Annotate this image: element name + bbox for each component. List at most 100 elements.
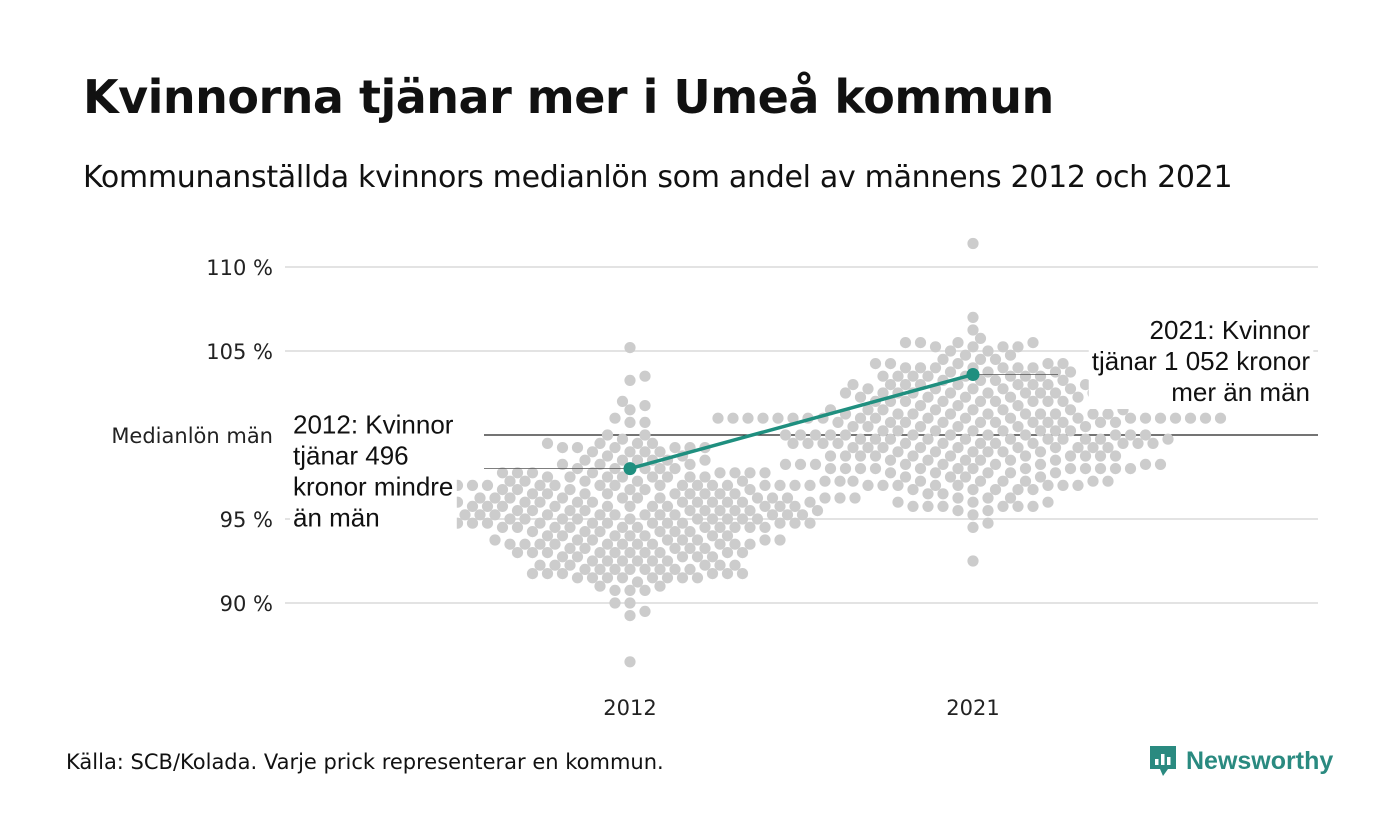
municipality-dot bbox=[922, 391, 934, 403]
municipality-dot bbox=[601, 429, 614, 441]
municipality-dot bbox=[929, 467, 942, 479]
municipality-dot bbox=[609, 597, 621, 609]
municipality-dot bbox=[1072, 412, 1084, 424]
municipality-dot bbox=[789, 500, 801, 512]
municipality-dot bbox=[601, 500, 614, 512]
municipality-dot bbox=[556, 551, 569, 563]
municipality-dot bbox=[787, 412, 799, 424]
municipality-dot bbox=[944, 408, 957, 420]
municipality-dot bbox=[892, 496, 904, 508]
municipality-dot bbox=[1057, 374, 1069, 386]
municipality-dot bbox=[721, 568, 734, 580]
municipality-dot bbox=[922, 454, 934, 466]
municipality-dot bbox=[601, 517, 614, 529]
municipality-dot bbox=[899, 437, 912, 449]
municipality-dot bbox=[661, 555, 674, 567]
municipality-dot bbox=[907, 429, 919, 441]
municipality-dot bbox=[759, 479, 771, 491]
municipality-dot bbox=[526, 568, 539, 580]
municipality-dot bbox=[862, 404, 874, 416]
municipality-dot bbox=[922, 488, 934, 500]
municipality-dot bbox=[579, 488, 591, 500]
municipality-dot bbox=[736, 568, 749, 580]
municipality-dot bbox=[564, 559, 576, 571]
municipality-dot bbox=[1079, 450, 1092, 462]
municipality-dot bbox=[744, 484, 756, 496]
municipality-dot bbox=[519, 513, 531, 525]
annotation-line: än män bbox=[293, 503, 380, 533]
municipality-dot bbox=[997, 362, 1009, 374]
municipality-dot bbox=[601, 555, 614, 567]
municipality-dot bbox=[967, 463, 979, 475]
municipality-dot bbox=[1034, 408, 1047, 420]
municipality-dot bbox=[541, 509, 554, 521]
municipality-dot bbox=[594, 479, 606, 491]
municipality-dot bbox=[854, 433, 867, 445]
municipality-dot bbox=[579, 505, 591, 517]
annotation-line: 2012: Kvinnor bbox=[293, 410, 454, 440]
municipality-dot bbox=[794, 429, 807, 441]
municipality-dot bbox=[839, 450, 852, 462]
municipality-dot bbox=[1124, 429, 1137, 441]
municipality-dot bbox=[564, 521, 576, 534]
municipality-dot bbox=[646, 538, 659, 550]
municipality-dot bbox=[1034, 458, 1047, 470]
municipality-dot bbox=[854, 391, 867, 403]
municipality-dot bbox=[1214, 412, 1227, 424]
municipality-dot bbox=[729, 488, 741, 500]
municipality-dot bbox=[997, 446, 1009, 458]
municipality-dot bbox=[624, 374, 636, 386]
municipality-dot bbox=[1012, 400, 1024, 412]
annotation-line: kronor mindre bbox=[293, 472, 453, 502]
municipality-dot bbox=[639, 429, 651, 441]
municipality-dot bbox=[907, 450, 919, 462]
municipality-dot bbox=[759, 467, 771, 479]
municipality-dot bbox=[714, 467, 726, 479]
source-note: Källa: SCB/Kolada. Varje prick represent… bbox=[66, 750, 664, 774]
municipality-dot bbox=[676, 551, 689, 563]
municipality-dot bbox=[974, 475, 987, 487]
municipality-dot bbox=[974, 353, 987, 365]
municipality-dot bbox=[982, 345, 994, 357]
municipality-dot bbox=[929, 446, 942, 458]
municipality-dot bbox=[624, 513, 636, 525]
municipality-dot bbox=[1049, 442, 1062, 454]
municipality-dot bbox=[534, 517, 546, 529]
municipality-dot bbox=[661, 517, 674, 529]
annotations: 2012: Kvinnor tjänar 496 kronor mindre än m… bbox=[290, 313, 1314, 535]
municipality-dot bbox=[601, 471, 614, 483]
municipality-dot bbox=[699, 559, 711, 571]
municipality-dot bbox=[997, 500, 1009, 512]
highlight-point bbox=[623, 462, 637, 476]
municipality-dot bbox=[496, 467, 509, 479]
municipality-dot bbox=[646, 500, 659, 512]
municipality-dot bbox=[639, 605, 651, 618]
municipality-dot bbox=[1049, 467, 1062, 479]
municipality-dot bbox=[1094, 450, 1107, 462]
municipality-dot bbox=[549, 559, 561, 571]
municipality-dot bbox=[714, 521, 726, 534]
municipality-dot bbox=[639, 370, 651, 382]
municipality-dot bbox=[1064, 366, 1077, 378]
municipality-dot bbox=[571, 534, 584, 546]
municipality-dot bbox=[959, 454, 972, 466]
municipality-dot bbox=[684, 458, 696, 470]
municipality-dot bbox=[586, 555, 599, 567]
municipality-dot bbox=[661, 500, 674, 512]
municipality-dot bbox=[684, 563, 696, 576]
municipality-dot bbox=[646, 517, 659, 529]
municipality-dot bbox=[556, 492, 569, 504]
municipality-dot bbox=[616, 433, 629, 445]
x-tick-label: 2012 bbox=[603, 696, 656, 720]
municipality-dot bbox=[676, 572, 689, 584]
highlight-line bbox=[629, 372, 974, 471]
municipality-dot bbox=[571, 572, 584, 584]
municipality-dot bbox=[684, 505, 696, 517]
municipality-dot bbox=[669, 563, 681, 576]
municipality-dot bbox=[899, 379, 912, 391]
municipality-dot bbox=[714, 505, 726, 517]
municipality-dot bbox=[504, 513, 516, 525]
municipality-dot bbox=[1004, 492, 1017, 504]
municipality-dot bbox=[937, 353, 949, 365]
municipality-dot bbox=[594, 547, 606, 559]
